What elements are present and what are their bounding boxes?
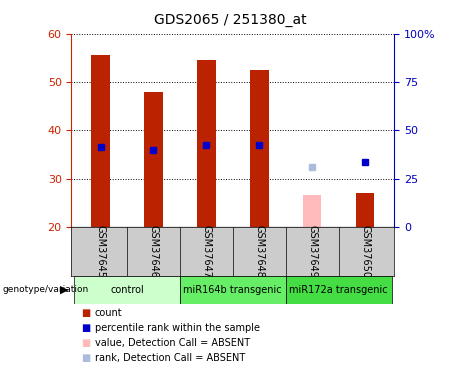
Text: GDS2065 / 251380_at: GDS2065 / 251380_at xyxy=(154,13,307,27)
Text: GSM37649: GSM37649 xyxy=(307,225,317,278)
Bar xyxy=(286,276,391,304)
Text: genotype/variation: genotype/variation xyxy=(2,285,89,294)
Text: ■: ■ xyxy=(81,338,90,348)
Bar xyxy=(180,276,286,304)
Text: control: control xyxy=(110,285,144,295)
Bar xyxy=(197,60,216,227)
Bar xyxy=(144,92,163,227)
Text: value, Detection Call = ABSENT: value, Detection Call = ABSENT xyxy=(95,338,249,348)
Text: GSM37648: GSM37648 xyxy=(254,225,264,278)
Text: miR164b transgenic: miR164b transgenic xyxy=(183,285,282,295)
Text: GSM37650: GSM37650 xyxy=(360,225,370,278)
Text: GSM37646: GSM37646 xyxy=(148,225,159,278)
Text: ▶: ▶ xyxy=(60,285,68,294)
Text: ■: ■ xyxy=(81,323,90,333)
Bar xyxy=(91,56,110,227)
Text: ■: ■ xyxy=(81,308,90,318)
Text: miR172a transgenic: miR172a transgenic xyxy=(290,285,388,295)
Text: rank, Detection Call = ABSENT: rank, Detection Call = ABSENT xyxy=(95,353,245,363)
Bar xyxy=(250,70,268,227)
Text: ■: ■ xyxy=(81,353,90,363)
Bar xyxy=(303,195,321,227)
Bar xyxy=(74,276,180,304)
Text: percentile rank within the sample: percentile rank within the sample xyxy=(95,323,260,333)
Text: GSM37647: GSM37647 xyxy=(201,225,211,278)
Bar xyxy=(356,193,374,227)
Text: GSM37645: GSM37645 xyxy=(95,225,106,278)
Text: count: count xyxy=(95,308,122,318)
